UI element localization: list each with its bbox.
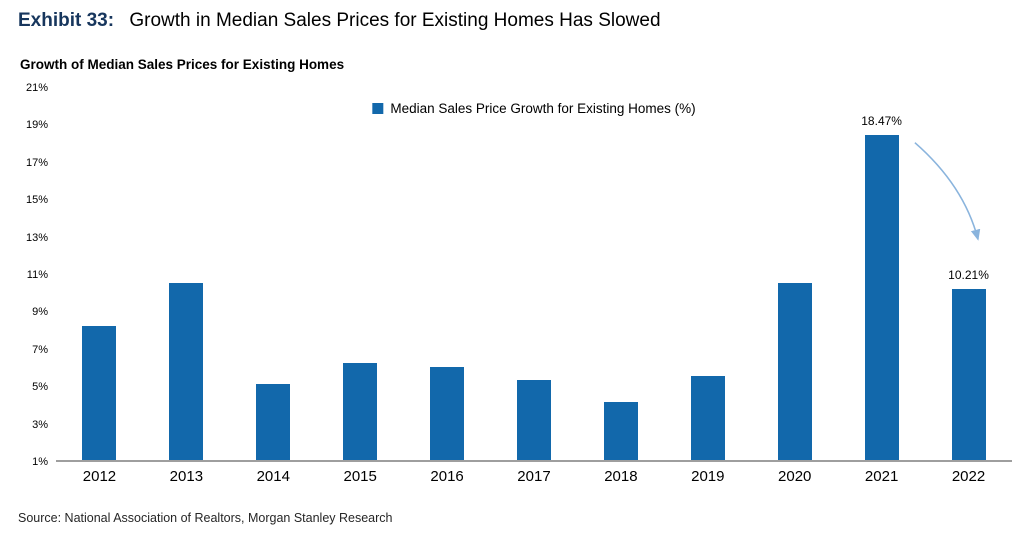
bar-column-2017 bbox=[491, 88, 578, 460]
y-tick-label: 9% bbox=[32, 306, 48, 319]
bar-columns: 18.47% 10.21% bbox=[56, 88, 1012, 460]
y-tick-label: 3% bbox=[32, 418, 48, 431]
legend-swatch bbox=[372, 103, 384, 114]
x-tick-label-2016: 2016 bbox=[430, 468, 464, 485]
bar-column-2013 bbox=[143, 88, 230, 460]
x-tick-label-2022: 2022 bbox=[951, 468, 986, 485]
x-axis-labels: 2012 2013 2014 2015 2016 2017 2018 2019 2020 2021… bbox=[56, 468, 1012, 485]
bar-column-2016 bbox=[404, 88, 491, 460]
bar-2020 bbox=[777, 283, 812, 460]
x-axis-spacer bbox=[12, 468, 56, 485]
x-tick-label-2019: 2019 bbox=[691, 468, 725, 485]
x-tick-label-2020: 2020 bbox=[778, 468, 812, 485]
bar-2019 bbox=[690, 376, 725, 460]
x-tick-label-2014: 2014 bbox=[256, 468, 290, 485]
y-tick-label: 13% bbox=[25, 231, 48, 244]
bar-column-2012 bbox=[56, 88, 143, 460]
y-tick-label: 7% bbox=[32, 343, 48, 356]
legend: Median Sales Price Growth for Existing H… bbox=[372, 101, 696, 116]
bar-2016 bbox=[430, 367, 465, 460]
bar-column-2018 bbox=[577, 88, 664, 460]
bar-2014 bbox=[256, 383, 291, 460]
x-axis: 2012 2013 2014 2015 2016 2017 2018 2019 2020 2021… bbox=[12, 468, 1012, 485]
y-axis: 1% 3% 5% 7% 9% 11% 13% 15% 17% 19% 21% bbox=[12, 82, 56, 468]
bar-2012 bbox=[82, 326, 117, 460]
y-tick-label: 21% bbox=[25, 82, 48, 94]
legend-label: Median Sales Price Growth for Existing H… bbox=[390, 101, 696, 116]
bar-2018 bbox=[603, 402, 638, 460]
bar-chart: 1% 3% 5% 7% 9% 11% 13% 15% 17% 19% 21% Median Sale… bbox=[12, 82, 1012, 485]
bar-column-2019 bbox=[664, 88, 751, 460]
bar-column-2021: 18.47% bbox=[838, 88, 925, 460]
bar-column-2014 bbox=[230, 88, 317, 460]
exhibit-header: Exhibit 33: Growth in Median Sales Price… bbox=[18, 10, 661, 32]
y-tick-label: 5% bbox=[32, 381, 48, 394]
exhibit-title: Growth in Median Sales Prices for Existi… bbox=[129, 10, 661, 31]
bar-2017 bbox=[516, 380, 551, 460]
x-tick-label-2013: 2013 bbox=[169, 468, 204, 485]
plot-row: 1% 3% 5% 7% 9% 11% 13% 15% 17% 19% 21% Median Sale… bbox=[12, 82, 1012, 468]
bar-2015 bbox=[343, 363, 378, 460]
y-tick-label: 11% bbox=[26, 269, 48, 281]
plot-area: Median Sales Price Growth for Existing H… bbox=[56, 88, 1012, 462]
bar-2021 bbox=[864, 135, 899, 460]
exhibit-number: Exhibit 33: bbox=[18, 10, 115, 31]
x-tick-label-2018: 2018 bbox=[604, 468, 638, 485]
y-tick-label: 15% bbox=[25, 194, 48, 207]
x-tick-label-2017: 2017 bbox=[517, 468, 551, 485]
bar-2022 bbox=[951, 288, 986, 460]
chart-title: Growth of Median Sales Prices for Existi… bbox=[20, 57, 345, 72]
y-tick-label: 1% bbox=[32, 456, 48, 468]
x-tick-label-2012: 2012 bbox=[82, 468, 117, 485]
bar-2013 bbox=[169, 283, 204, 460]
data-label-2022: 10.21% bbox=[948, 267, 989, 282]
bar-column-2015 bbox=[317, 88, 404, 460]
data-label-2021: 18.47% bbox=[861, 114, 902, 129]
source-text: Source: National Association of Realtors… bbox=[18, 511, 393, 525]
x-tick-label-2021: 2021 bbox=[864, 468, 899, 485]
x-tick-label-2015: 2015 bbox=[343, 468, 377, 485]
y-tick-label: 17% bbox=[25, 156, 48, 169]
bar-column-2022: 10.21% bbox=[925, 88, 1012, 460]
y-tick-label: 19% bbox=[25, 119, 48, 132]
bar-column-2020 bbox=[751, 88, 838, 460]
